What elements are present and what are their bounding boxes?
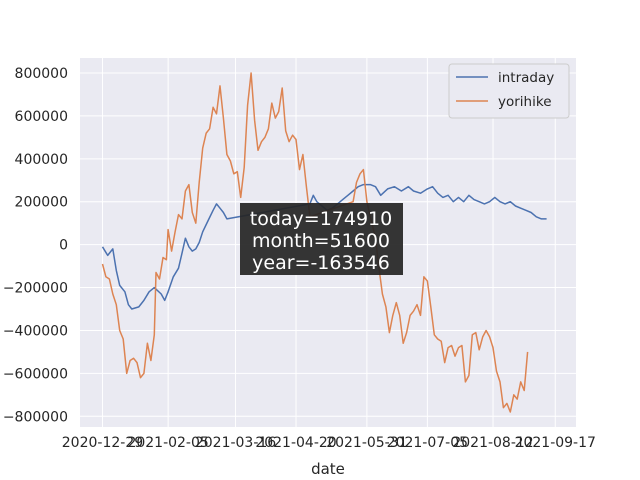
x-axis-label: date (311, 460, 345, 478)
x-tick-label-2021-05-31: 2021-05-31 (326, 435, 407, 451)
tooltip-box (240, 203, 403, 275)
series-lines (101, 72, 547, 413)
tooltip-month: month=51600 (252, 230, 390, 252)
y-tick-label-400000: 400000 (15, 152, 68, 168)
y-tick-label-200000: −200000 (3, 281, 68, 297)
legend: intraday yorihike (448, 63, 570, 119)
y-tick-label-800000: 800000 (15, 66, 68, 82)
y-tick-label-600000: −600000 (3, 366, 68, 382)
y-tick-label-600000: 600000 (15, 109, 68, 125)
x-tick-labels: 2020-12-292021-02-052021-03-162021-04-20… (62, 435, 596, 451)
series-line-intraday (101, 183, 547, 310)
x-tick-label-2021-07-05: 2021-07-05 (387, 435, 468, 451)
legend-label-yorihike: yorihike (498, 94, 552, 110)
x-tick-label-2021-03-16: 2021-03-16 (195, 435, 276, 451)
y-tick-label-400000: −400000 (3, 323, 68, 339)
series-line-yorihike (101, 72, 529, 413)
y-tick-label-800000: −800000 (3, 409, 68, 425)
x-tick-label-2020-12-29: 2020-12-29 (62, 435, 143, 451)
x-tick-label-2021-02-05: 2021-02-05 (127, 435, 208, 451)
legend-label-intraday: intraday (498, 70, 554, 86)
y-tick-labels: −800000 −600000 −400000 −200000 0 200000 40000… (3, 66, 68, 425)
y-tick-label-0: 0 (59, 238, 68, 254)
x-tick-label-2021-04-20: 2021-04-20 (255, 435, 336, 451)
y-tick-label-200000: 200000 (15, 195, 68, 211)
tooltip-year: year=-163546 (252, 252, 390, 274)
x-tick-label-2021-09-17: 2021-09-17 (515, 435, 596, 451)
hover-tooltip: today=174910 month=51600 year=-163546 (240, 203, 403, 275)
grid (80, 58, 576, 427)
x-tick-label-2021-08-12: 2021-08-12 (452, 435, 533, 451)
tooltip-today: today=174910 (250, 208, 392, 230)
